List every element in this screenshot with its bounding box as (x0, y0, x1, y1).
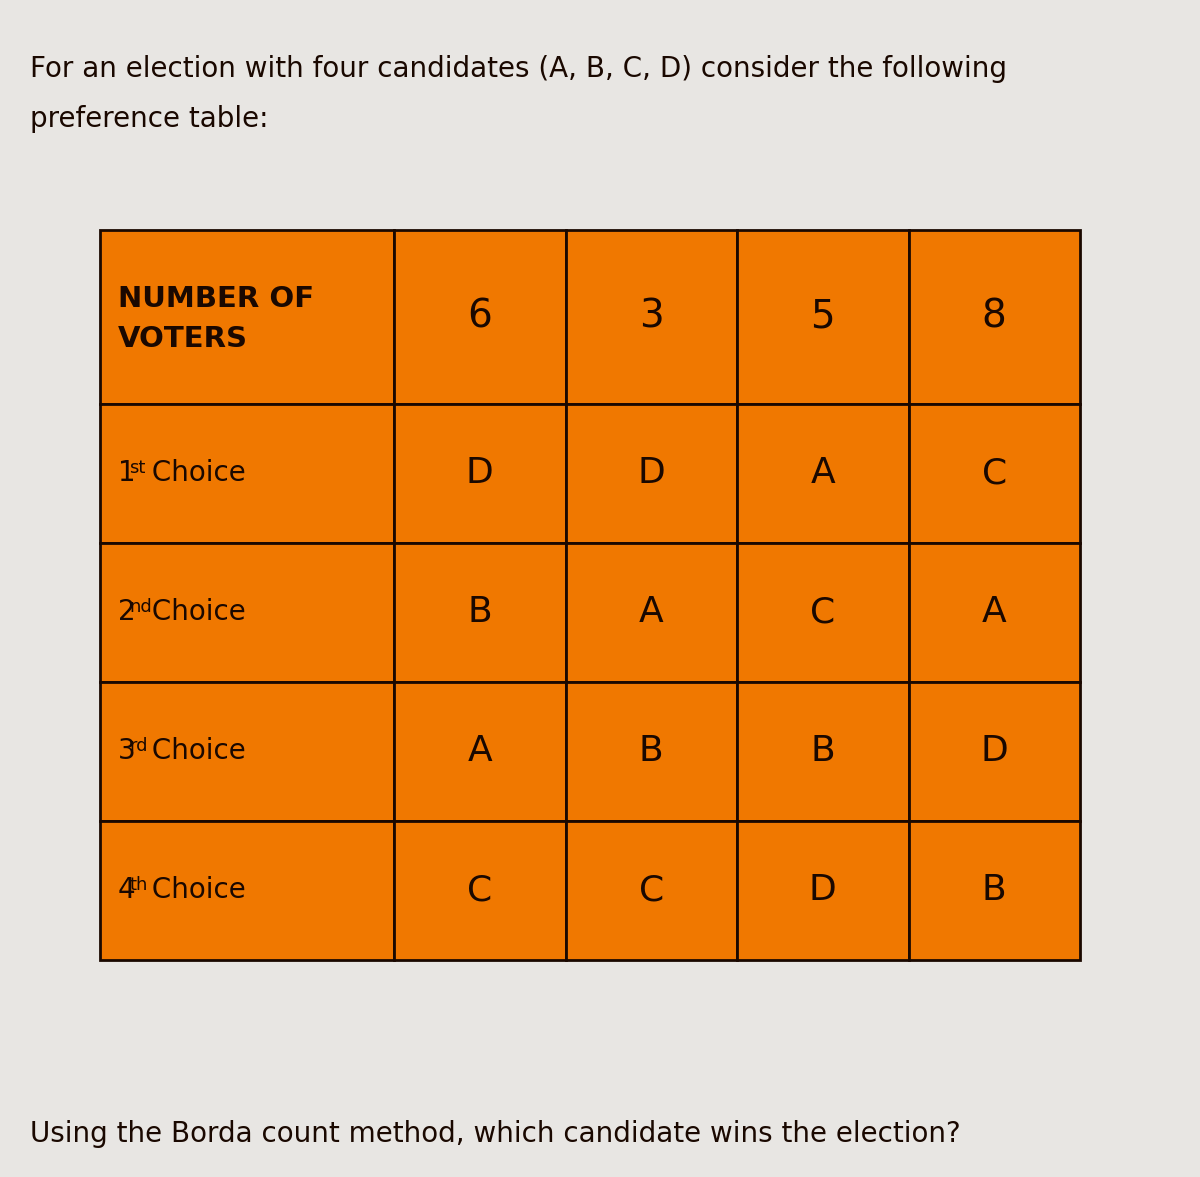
Text: C: C (810, 596, 835, 630)
Text: D: D (809, 873, 836, 907)
Text: D: D (980, 734, 1008, 769)
Text: NUMBER OF: NUMBER OF (118, 285, 314, 313)
Bar (565, 681, 737, 820)
Bar (394, 404, 565, 543)
Text: For an election with four candidates (A, B, C, D) consider the following: For an election with four candidates (A,… (30, 55, 1007, 84)
Bar (394, 681, 565, 820)
Bar (737, 230, 908, 404)
Bar (737, 543, 908, 681)
Text: Choice: Choice (143, 738, 246, 765)
Text: D: D (466, 457, 493, 491)
Bar (100, 543, 394, 681)
Text: st: st (130, 459, 145, 477)
Text: A: A (638, 596, 664, 630)
Bar (737, 681, 908, 820)
Text: 6: 6 (467, 298, 492, 335)
Text: A: A (467, 734, 492, 769)
Bar (100, 404, 394, 543)
Text: 5: 5 (810, 298, 835, 335)
Text: Choice: Choice (143, 459, 246, 487)
Text: B: B (638, 734, 664, 769)
Text: A: A (810, 457, 835, 491)
Text: B: B (810, 734, 835, 769)
Bar (565, 230, 737, 404)
Text: nd: nd (130, 598, 151, 616)
Bar (394, 543, 565, 681)
Text: C: C (638, 873, 664, 907)
Text: Using the Borda count method, which candidate wins the election?: Using the Borda count method, which cand… (30, 1121, 961, 1148)
Text: rd: rd (130, 737, 148, 754)
Bar (908, 543, 1080, 681)
Text: C: C (467, 873, 492, 907)
Bar (908, 820, 1080, 960)
Bar (100, 681, 394, 820)
Bar (100, 230, 394, 404)
Text: B: B (982, 873, 1007, 907)
Bar (908, 230, 1080, 404)
Bar (565, 543, 737, 681)
Text: preference table:: preference table: (30, 105, 269, 133)
Bar (394, 230, 565, 404)
Text: 4: 4 (118, 877, 136, 904)
Text: 3: 3 (118, 738, 136, 765)
Text: Choice: Choice (143, 877, 246, 904)
Bar (100, 820, 394, 960)
Text: VOTERS: VOTERS (118, 325, 248, 353)
Bar (908, 681, 1080, 820)
Text: A: A (982, 596, 1007, 630)
Bar (737, 404, 908, 543)
Bar (908, 404, 1080, 543)
Text: th: th (130, 876, 148, 895)
Text: 8: 8 (982, 298, 1007, 335)
Text: Choice: Choice (143, 598, 246, 626)
Text: C: C (982, 457, 1007, 491)
Text: D: D (637, 457, 665, 491)
Bar (565, 820, 737, 960)
Text: 1: 1 (118, 459, 136, 487)
Text: 3: 3 (638, 298, 664, 335)
Bar (565, 404, 737, 543)
Bar (394, 820, 565, 960)
Text: 2: 2 (118, 598, 136, 626)
Bar (737, 820, 908, 960)
Text: B: B (468, 596, 492, 630)
